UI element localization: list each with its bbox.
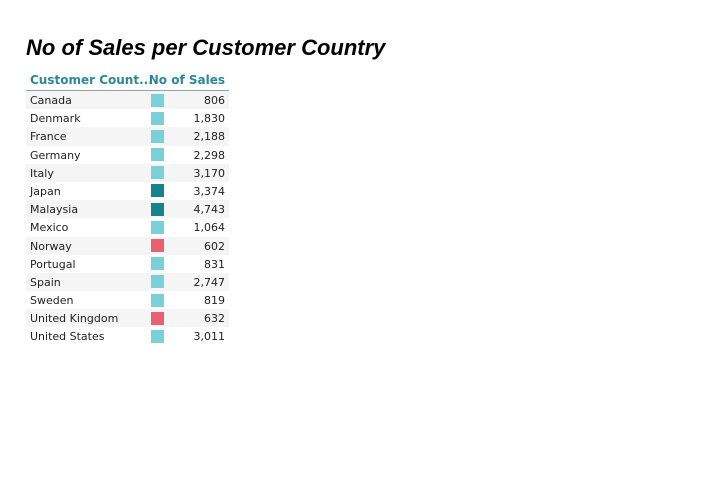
color-swatch <box>151 257 164 271</box>
color-swatch <box>151 148 164 162</box>
table-row[interactable]: Canada 806 <box>26 91 229 110</box>
country-cell: Sweden <box>30 294 74 308</box>
country-cell: France <box>30 130 67 144</box>
table-row[interactable]: Spain 2,747 <box>26 272 229 292</box>
color-swatch <box>151 184 164 198</box>
country-cell: Germany <box>30 148 81 162</box>
sales-value-cell: 831 <box>204 257 225 271</box>
table-row[interactable]: Malaysia 4,743 <box>26 200 229 219</box>
sales-table: Customer Count... No of Sales Canada 806 D… <box>26 70 229 346</box>
sales-value-cell: 1,830 <box>193 112 226 126</box>
sales-value-cell: 819 <box>204 294 225 308</box>
color-swatch <box>151 202 164 216</box>
table-header: Customer Count... No of Sales <box>26 70 229 91</box>
table-row[interactable]: Mexico 1,064 <box>26 218 229 236</box>
country-cell: Mexico <box>30 221 69 235</box>
sales-value-cell: 3,170 <box>193 166 226 180</box>
country-cell: United States <box>30 330 105 344</box>
country-cell: Norway <box>30 239 72 253</box>
sales-value-cell: 2,747 <box>193 275 226 289</box>
color-swatch <box>151 93 164 107</box>
country-cell: Portugal <box>30 257 76 271</box>
table-row[interactable]: United States 3,011 <box>26 327 229 345</box>
table-row[interactable]: Italy 3,170 <box>26 163 229 182</box>
column-header-sales[interactable]: No of Sales <box>148 73 225 87</box>
sales-value-cell: 2,188 <box>193 130 226 144</box>
sales-value-cell: 602 <box>204 239 225 253</box>
table-row[interactable]: Portugal 831 <box>26 255 229 273</box>
color-swatch <box>151 111 164 125</box>
country-cell: United Kingdom <box>30 312 119 326</box>
color-swatch <box>151 311 164 325</box>
country-cell: Denmark <box>30 112 81 126</box>
color-swatch <box>151 275 164 289</box>
sales-value-cell: 3,011 <box>193 330 226 344</box>
color-swatch <box>151 166 164 180</box>
chart-title: No of Sales per Customer Country <box>26 35 386 60</box>
table-row[interactable]: Japan 3,374 <box>26 182 229 200</box>
table-row[interactable]: Sweden 819 <box>26 291 229 309</box>
sales-value-cell: 4,743 <box>193 203 226 217</box>
country-cell: Spain <box>30 275 61 289</box>
table-row[interactable]: Norway 602 <box>26 236 229 255</box>
color-swatch <box>151 329 164 343</box>
color-swatch <box>151 129 164 143</box>
sales-value-cell: 632 <box>204 312 225 326</box>
country-cell: Malaysia <box>30 203 79 217</box>
table-body: Canada 806 Denmark 1,830 France 2,188 Germany 2… <box>26 91 229 346</box>
color-swatch <box>151 239 164 252</box>
color-swatch <box>151 220 164 234</box>
color-swatch <box>151 293 164 307</box>
sales-value-cell: 806 <box>204 94 225 107</box>
country-cell: Japan <box>30 184 61 198</box>
table-row[interactable]: United Kingdom 632 <box>26 309 229 328</box>
country-cell: Canada <box>30 94 72 107</box>
sales-value-cell: 3,374 <box>193 184 226 198</box>
sales-value-cell: 2,298 <box>193 148 226 162</box>
table-row[interactable]: France 2,188 <box>26 127 229 146</box>
table-row[interactable]: Denmark 1,830 <box>26 109 229 127</box>
column-header-country[interactable]: Customer Count... <box>30 73 153 87</box>
table-row[interactable]: Germany 2,298 <box>26 146 229 164</box>
sales-value-cell: 1,064 <box>193 221 226 235</box>
country-cell: Italy <box>30 166 54 180</box>
